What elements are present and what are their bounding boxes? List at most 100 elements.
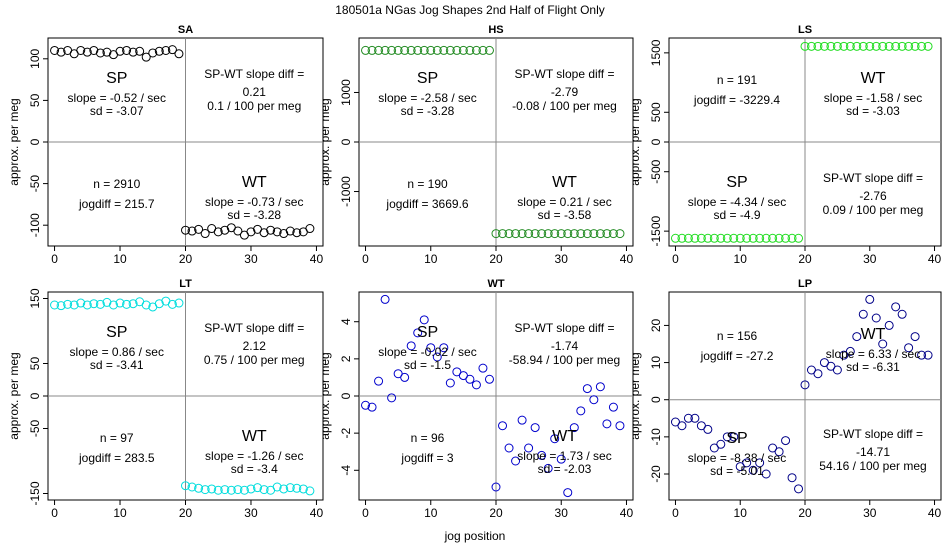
data-point	[471, 45, 481, 55]
data-point	[556, 454, 566, 464]
data-point	[595, 229, 605, 239]
x-tick-label: 10	[424, 252, 438, 266]
y-axis-label: approx. per meg	[7, 352, 21, 439]
slope-text: slope = 6.33 / sec	[826, 347, 920, 361]
data-point	[517, 229, 527, 239]
data-point	[266, 225, 276, 235]
data-point	[174, 49, 184, 59]
data-point	[233, 485, 243, 495]
panel-ls: LS 0 10 20 30 40 -1500 -500 0 500 1500 approx. per …	[628, 24, 942, 266]
data-point	[569, 229, 579, 239]
data-point	[387, 45, 397, 55]
y-tick-label: 0	[28, 138, 42, 145]
y-tick-label: 0	[339, 392, 353, 399]
y-tick-label: 20	[649, 318, 663, 332]
panel-title: HS	[488, 24, 503, 36]
x-tick-label: 20	[489, 506, 503, 520]
slope-diff-value: 0.21	[243, 85, 267, 99]
data-point	[465, 45, 475, 55]
data-point	[813, 41, 823, 51]
quadrant-label: SP	[106, 70, 127, 87]
slope-diff-value: 2.12	[243, 339, 267, 353]
data-point	[419, 45, 429, 55]
data-point	[253, 483, 263, 493]
x-tick-label: 10	[113, 506, 127, 520]
slope-text: slope = 0.21 / sec	[517, 195, 611, 209]
data-point	[891, 41, 901, 51]
x-tick-label: 0	[51, 252, 58, 266]
data-point	[194, 483, 204, 493]
slope-text: slope = 0.86 / sec	[70, 345, 164, 359]
data-point	[871, 41, 881, 51]
data-point	[439, 45, 449, 55]
data-point	[400, 45, 410, 55]
slope-diff-label: SP-WT slope diff =	[823, 427, 923, 441]
data-point	[292, 483, 302, 493]
data-point	[884, 320, 894, 330]
data-point	[703, 233, 713, 243]
data-point	[910, 41, 920, 51]
slope-diff-label: SP-WT slope diff =	[823, 171, 923, 185]
data-point	[154, 46, 164, 56]
data-point	[272, 482, 282, 492]
data-point	[82, 47, 92, 57]
slope-diff-value: -2.79	[551, 85, 579, 99]
data-point	[813, 369, 823, 379]
quadrant-label: WT	[552, 174, 577, 191]
data-point	[95, 48, 105, 58]
slope-diff-value: -14.71	[856, 445, 890, 459]
data-point	[102, 47, 112, 57]
data-point	[615, 421, 625, 431]
y-tick-label: 0	[649, 396, 663, 403]
x-tick-label: 10	[113, 252, 127, 266]
data-point	[498, 229, 508, 239]
data-point	[380, 294, 390, 304]
jogdiff-text: jogdiff = 3	[400, 451, 453, 465]
data-point	[128, 299, 138, 309]
data-point	[537, 450, 547, 460]
data-point	[530, 423, 540, 433]
x-tick-label: 0	[362, 506, 369, 520]
y-tick-label: 500	[649, 102, 663, 122]
data-point	[167, 45, 177, 55]
data-point	[432, 45, 442, 55]
y-tick-label: 2	[339, 355, 353, 362]
data-point	[582, 229, 592, 239]
data-point	[63, 299, 73, 309]
y-tick-label: 50	[28, 93, 42, 107]
data-point	[95, 299, 105, 309]
data-point	[174, 298, 184, 308]
data-point	[852, 41, 862, 51]
data-point	[563, 229, 573, 239]
data-point	[102, 297, 112, 307]
slope-diff-label: SP-WT slope diff =	[204, 67, 304, 81]
x-tick-label: 30	[244, 252, 258, 266]
data-point	[426, 343, 436, 353]
data-point	[400, 372, 410, 382]
data-point	[89, 299, 99, 309]
data-point	[374, 45, 384, 55]
data-point	[432, 352, 442, 362]
data-point	[696, 233, 706, 243]
data-point	[761, 469, 771, 479]
data-point	[690, 233, 700, 243]
slope-text: slope = -0.52 / sec	[68, 91, 166, 105]
data-point	[259, 485, 269, 495]
data-point	[917, 41, 927, 51]
data-point	[498, 421, 508, 431]
data-point	[135, 46, 145, 56]
data-point	[683, 413, 693, 423]
quadrant-label: WT	[861, 70, 886, 87]
panel-lp: LP 0 10 20 30 40 -20 -10 0 10 20 approx. per meg n =…	[628, 278, 942, 520]
x-tick-label: 30	[863, 506, 877, 520]
data-point	[683, 233, 693, 243]
data-point	[471, 380, 481, 390]
data-point	[484, 45, 494, 55]
data-point	[181, 481, 190, 491]
data-point	[530, 229, 540, 239]
slope-diff-per-meg: 0.09 / 100 per meg	[823, 203, 924, 217]
slope-text: slope = -0.73 / sec	[205, 195, 303, 209]
y-tick-label: 0	[28, 392, 42, 399]
sd-text: sd = -6.31	[846, 360, 900, 374]
